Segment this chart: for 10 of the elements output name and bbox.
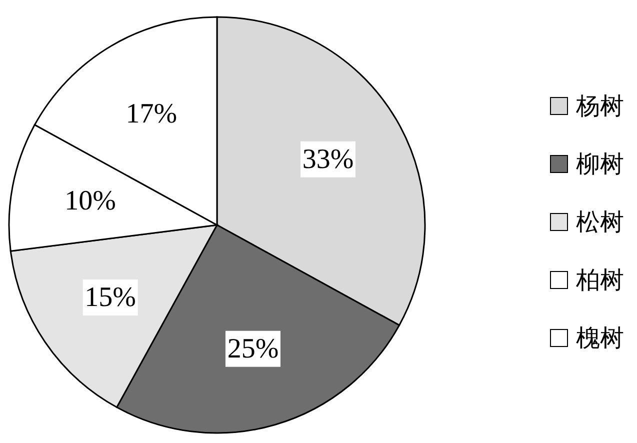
data-label: 15% [84,282,136,313]
data-label: 17% [126,98,178,130]
legend-label: 槐树 [576,322,624,354]
data-label: 10% [64,185,116,216]
legend-label: 松树 [576,206,624,238]
legend-label: 柏树 [576,264,624,296]
legend-label: 柳树 [576,148,624,180]
data-label: 33% [302,144,354,175]
legend-label: 杨树 [576,90,624,122]
data-label: 25% [227,333,279,364]
